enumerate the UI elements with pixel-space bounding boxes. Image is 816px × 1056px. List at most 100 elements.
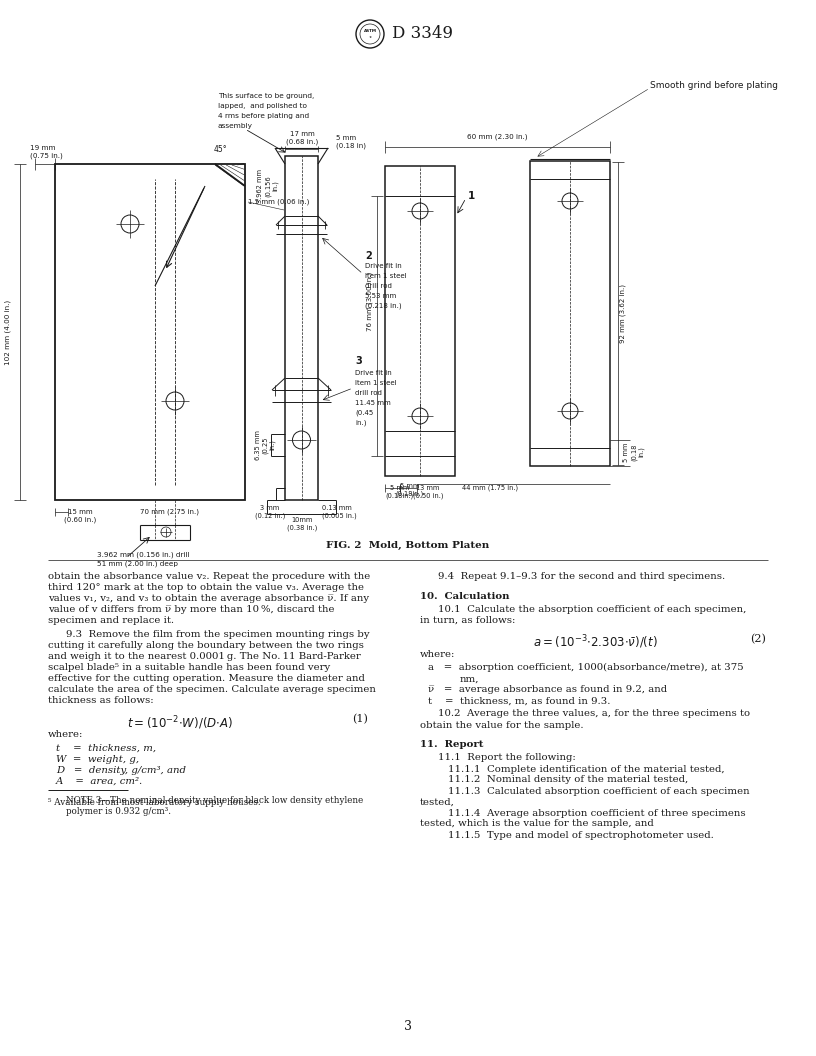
Bar	[530, 161, 610, 466]
Text: polymer is 0.932 g/cm³.: polymer is 0.932 g/cm³.	[66, 807, 171, 816]
Text: (0.12 in.): (0.12 in.)	[255, 513, 285, 520]
Text: (0.60 in.): (0.60 in.)	[64, 516, 96, 524]
Text: value of v differs from ν̅ by more than 10 %, discard the: value of v differs from ν̅ by more than …	[48, 605, 335, 614]
Text: D   =  density, g/cm³, and: D = density, g/cm³, and	[56, 766, 186, 775]
Text: where:: where:	[48, 731, 83, 739]
Text: 5 mm
(0.18
in.): 5 mm (0.18 in.)	[623, 442, 645, 461]
Text: 76 mm (3.00 in.): 76 mm (3.00 in.)	[366, 271, 373, 331]
Text: t    =  thickness, m, as found in 9.3.: t = thickness, m, as found in 9.3.	[428, 696, 610, 705]
Text: 3.962 mm (0.156 in.) drill: 3.962 mm (0.156 in.) drill	[97, 551, 189, 559]
Text: (0.45: (0.45	[355, 410, 373, 416]
Text: ⁵ Available from most laboratory supply houses.: ⁵ Available from most laboratory supply …	[48, 798, 260, 807]
Text: and weigh it to the nearest 0.0001 g. The No. 11 Bard-Parker: and weigh it to the nearest 0.0001 g. Th…	[48, 653, 361, 661]
Text: 2: 2	[365, 251, 372, 261]
Text: (2): (2)	[750, 634, 766, 644]
Text: $t = (10^{-2}{\cdot}W)/(D{\cdot}A)$: $t = (10^{-2}{\cdot}W)/(D{\cdot}A)$	[127, 714, 233, 732]
Text: in turn, as follows:: in turn, as follows:	[420, 616, 516, 625]
Text: 5.53 mm: 5.53 mm	[365, 293, 397, 299]
Text: tested, which is the value for the sample, and: tested, which is the value for the sampl…	[420, 819, 654, 829]
Text: 11.1.3  Calculated absorption coefficient of each specimen: 11.1.3 Calculated absorption coefficient…	[448, 787, 750, 795]
Bar	[285, 156, 318, 499]
Text: 5 mm: 5 mm	[336, 135, 356, 142]
Text: (1): (1)	[352, 714, 368, 724]
Text: $a = (10^{-3}{\cdot}2.303{\cdot}\bar{\nu})/(t)$: $a = (10^{-3}{\cdot}2.303{\cdot}\bar{\nu…	[533, 634, 658, 652]
Text: 4 rms before plating and: 4 rms before plating and	[218, 113, 309, 119]
Text: 70 mm (2.75 in.): 70 mm (2.75 in.)	[140, 509, 199, 515]
Text: 51 mm (2.00 in.) deep: 51 mm (2.00 in.) deep	[97, 561, 178, 567]
Text: 10.  Calculation: 10. Calculation	[420, 591, 509, 601]
Text: ν̅   =  average absorbance as found in 9.2, and: ν̅ = average absorbance as found in 9.2,…	[428, 685, 667, 694]
Text: cutting it carefully along the boundary between the two rings: cutting it carefully along the boundary …	[48, 641, 364, 650]
Text: D 3349: D 3349	[392, 25, 453, 42]
Text: Item 1 steel: Item 1 steel	[355, 380, 397, 386]
Text: 10.2  Average the three values, a, for the three specimens to: 10.2 Average the three values, a, for th…	[438, 710, 750, 718]
Text: lapped,  and polished to: lapped, and polished to	[218, 103, 307, 109]
Text: 11.1.1  Complete identification of the material tested,: 11.1.1 Complete identification of the ma…	[448, 765, 725, 773]
Text: 5 mm: 5 mm	[401, 483, 419, 489]
Text: 1.5 mm (0.06 in.): 1.5 mm (0.06 in.)	[248, 199, 309, 205]
Text: 6.35 mm
(0.25
in.): 6.35 mm (0.25 in.)	[255, 430, 276, 460]
Text: (0.18 in): (0.18 in)	[336, 143, 366, 149]
Text: 11.1.4  Average absorption coefficient of three specimens: 11.1.4 Average absorption coefficient of…	[448, 809, 746, 817]
Text: 11.1.2  Nominal density of the material tested,: 11.1.2 Nominal density of the material t…	[448, 775, 688, 785]
Text: 92 mm (3.62 in.): 92 mm (3.62 in.)	[619, 284, 626, 343]
Text: 3: 3	[355, 356, 361, 366]
Bar	[55, 164, 245, 499]
Text: ASTM: ASTM	[363, 30, 376, 34]
Text: 0.13 mm: 0.13 mm	[322, 505, 352, 511]
Text: (0.18in.): (0.18in.)	[396, 491, 424, 497]
Bar	[385, 166, 455, 476]
Text: W  =  weight, g,: W = weight, g,	[56, 755, 139, 763]
Text: Item 1 steel: Item 1 steel	[365, 274, 406, 279]
Text: 11.  Report: 11. Report	[420, 740, 484, 750]
Text: 15 mm: 15 mm	[68, 509, 92, 515]
Text: tested,: tested,	[420, 797, 455, 807]
Text: 1: 1	[468, 191, 475, 201]
Text: 102 mm (4.00 in.): 102 mm (4.00 in.)	[5, 300, 11, 364]
Text: 10mm: 10mm	[291, 517, 313, 523]
Text: 60 mm (2.30 in.): 60 mm (2.30 in.)	[468, 134, 528, 140]
Text: 10.1  Calculate the absorption coefficient of each specimen,: 10.1 Calculate the absorption coefficien…	[438, 605, 747, 614]
Text: 44 mm (1.75 in.): 44 mm (1.75 in.)	[462, 485, 518, 491]
Text: drill rod: drill rod	[365, 283, 392, 289]
Text: 45°: 45°	[213, 146, 227, 154]
Text: 11.45 mm: 11.45 mm	[355, 400, 391, 406]
Text: calculate the area of the specimen. Calculate average specimen: calculate the area of the specimen. Calc…	[48, 685, 376, 694]
Text: drill rod: drill rod	[355, 390, 382, 396]
Text: a   =  absorption coefficient, 1000(absorbance/metre), at 375: a = absorption coefficient, 1000(absorba…	[428, 663, 743, 673]
Text: (0.50 in.): (0.50 in.)	[413, 493, 443, 499]
Text: specimen and replace it.: specimen and replace it.	[48, 616, 174, 625]
Text: FIG. 2  Mold, Bottom Platen: FIG. 2 Mold, Bottom Platen	[326, 541, 490, 549]
Text: 11.1  Report the following:: 11.1 Report the following:	[438, 754, 576, 762]
Text: nm,: nm,	[460, 675, 480, 683]
Text: values v₁, v₂, and v₃ to obtain the average absorbance ν̅. If any: values v₁, v₂, and v₃ to obtain the aver…	[48, 593, 369, 603]
Text: Drive fit in: Drive fit in	[355, 370, 392, 376]
Text: (0.38 in.): (0.38 in.)	[286, 525, 317, 531]
Text: third 120° mark at the top to obtain the value v₃. Average the: third 120° mark at the top to obtain the…	[48, 583, 364, 592]
Text: assembly: assembly	[218, 122, 253, 129]
Text: 13 mm: 13 mm	[416, 485, 440, 491]
Text: 3: 3	[404, 1019, 412, 1033]
Text: where:: where:	[420, 650, 455, 659]
Text: NOTE 3—The nominal density value for black low density ethylene: NOTE 3—The nominal density value for bla…	[66, 796, 363, 806]
Text: in.): in.)	[355, 419, 366, 427]
Text: (0.18in.): (0.18in.)	[386, 493, 415, 499]
Text: t    =  thickness, m,: t = thickness, m,	[56, 743, 156, 753]
Text: obtain the absorbance value v₂. Repeat the procedure with the: obtain the absorbance value v₂. Repeat t…	[48, 572, 370, 581]
Text: 17 mm: 17 mm	[290, 131, 314, 137]
Text: effective for the cutting operation. Measure the diameter and: effective for the cutting operation. Mea…	[48, 675, 365, 683]
Text: (0.218 in.): (0.218 in.)	[365, 303, 401, 309]
Text: (0.005 in.): (0.005 in.)	[322, 513, 357, 520]
Text: ★: ★	[369, 35, 371, 39]
Text: 19 mm: 19 mm	[30, 145, 55, 151]
Text: This surface to be ground,: This surface to be ground,	[218, 93, 314, 99]
Text: A    =  area, cm².: A = area, cm².	[56, 776, 144, 786]
Text: obtain the value for the sample.: obtain the value for the sample.	[420, 720, 583, 730]
Text: scalpel blade⁵ in a suitable handle has been found very: scalpel blade⁵ in a suitable handle has …	[48, 663, 330, 673]
Text: 11.1.5  Type and model of spectrophotometer used.: 11.1.5 Type and model of spectrophotomet…	[448, 830, 714, 840]
Text: thickness as follows:: thickness as follows:	[48, 696, 153, 705]
Text: (0.75 in.): (0.75 in.)	[30, 153, 63, 159]
Text: 3.962 mm
(0.156
in.): 3.962 mm (0.156 in.)	[258, 169, 278, 203]
Text: 5 mm: 5 mm	[390, 485, 410, 491]
Text: Smooth grind before plating: Smooth grind before plating	[650, 81, 778, 91]
